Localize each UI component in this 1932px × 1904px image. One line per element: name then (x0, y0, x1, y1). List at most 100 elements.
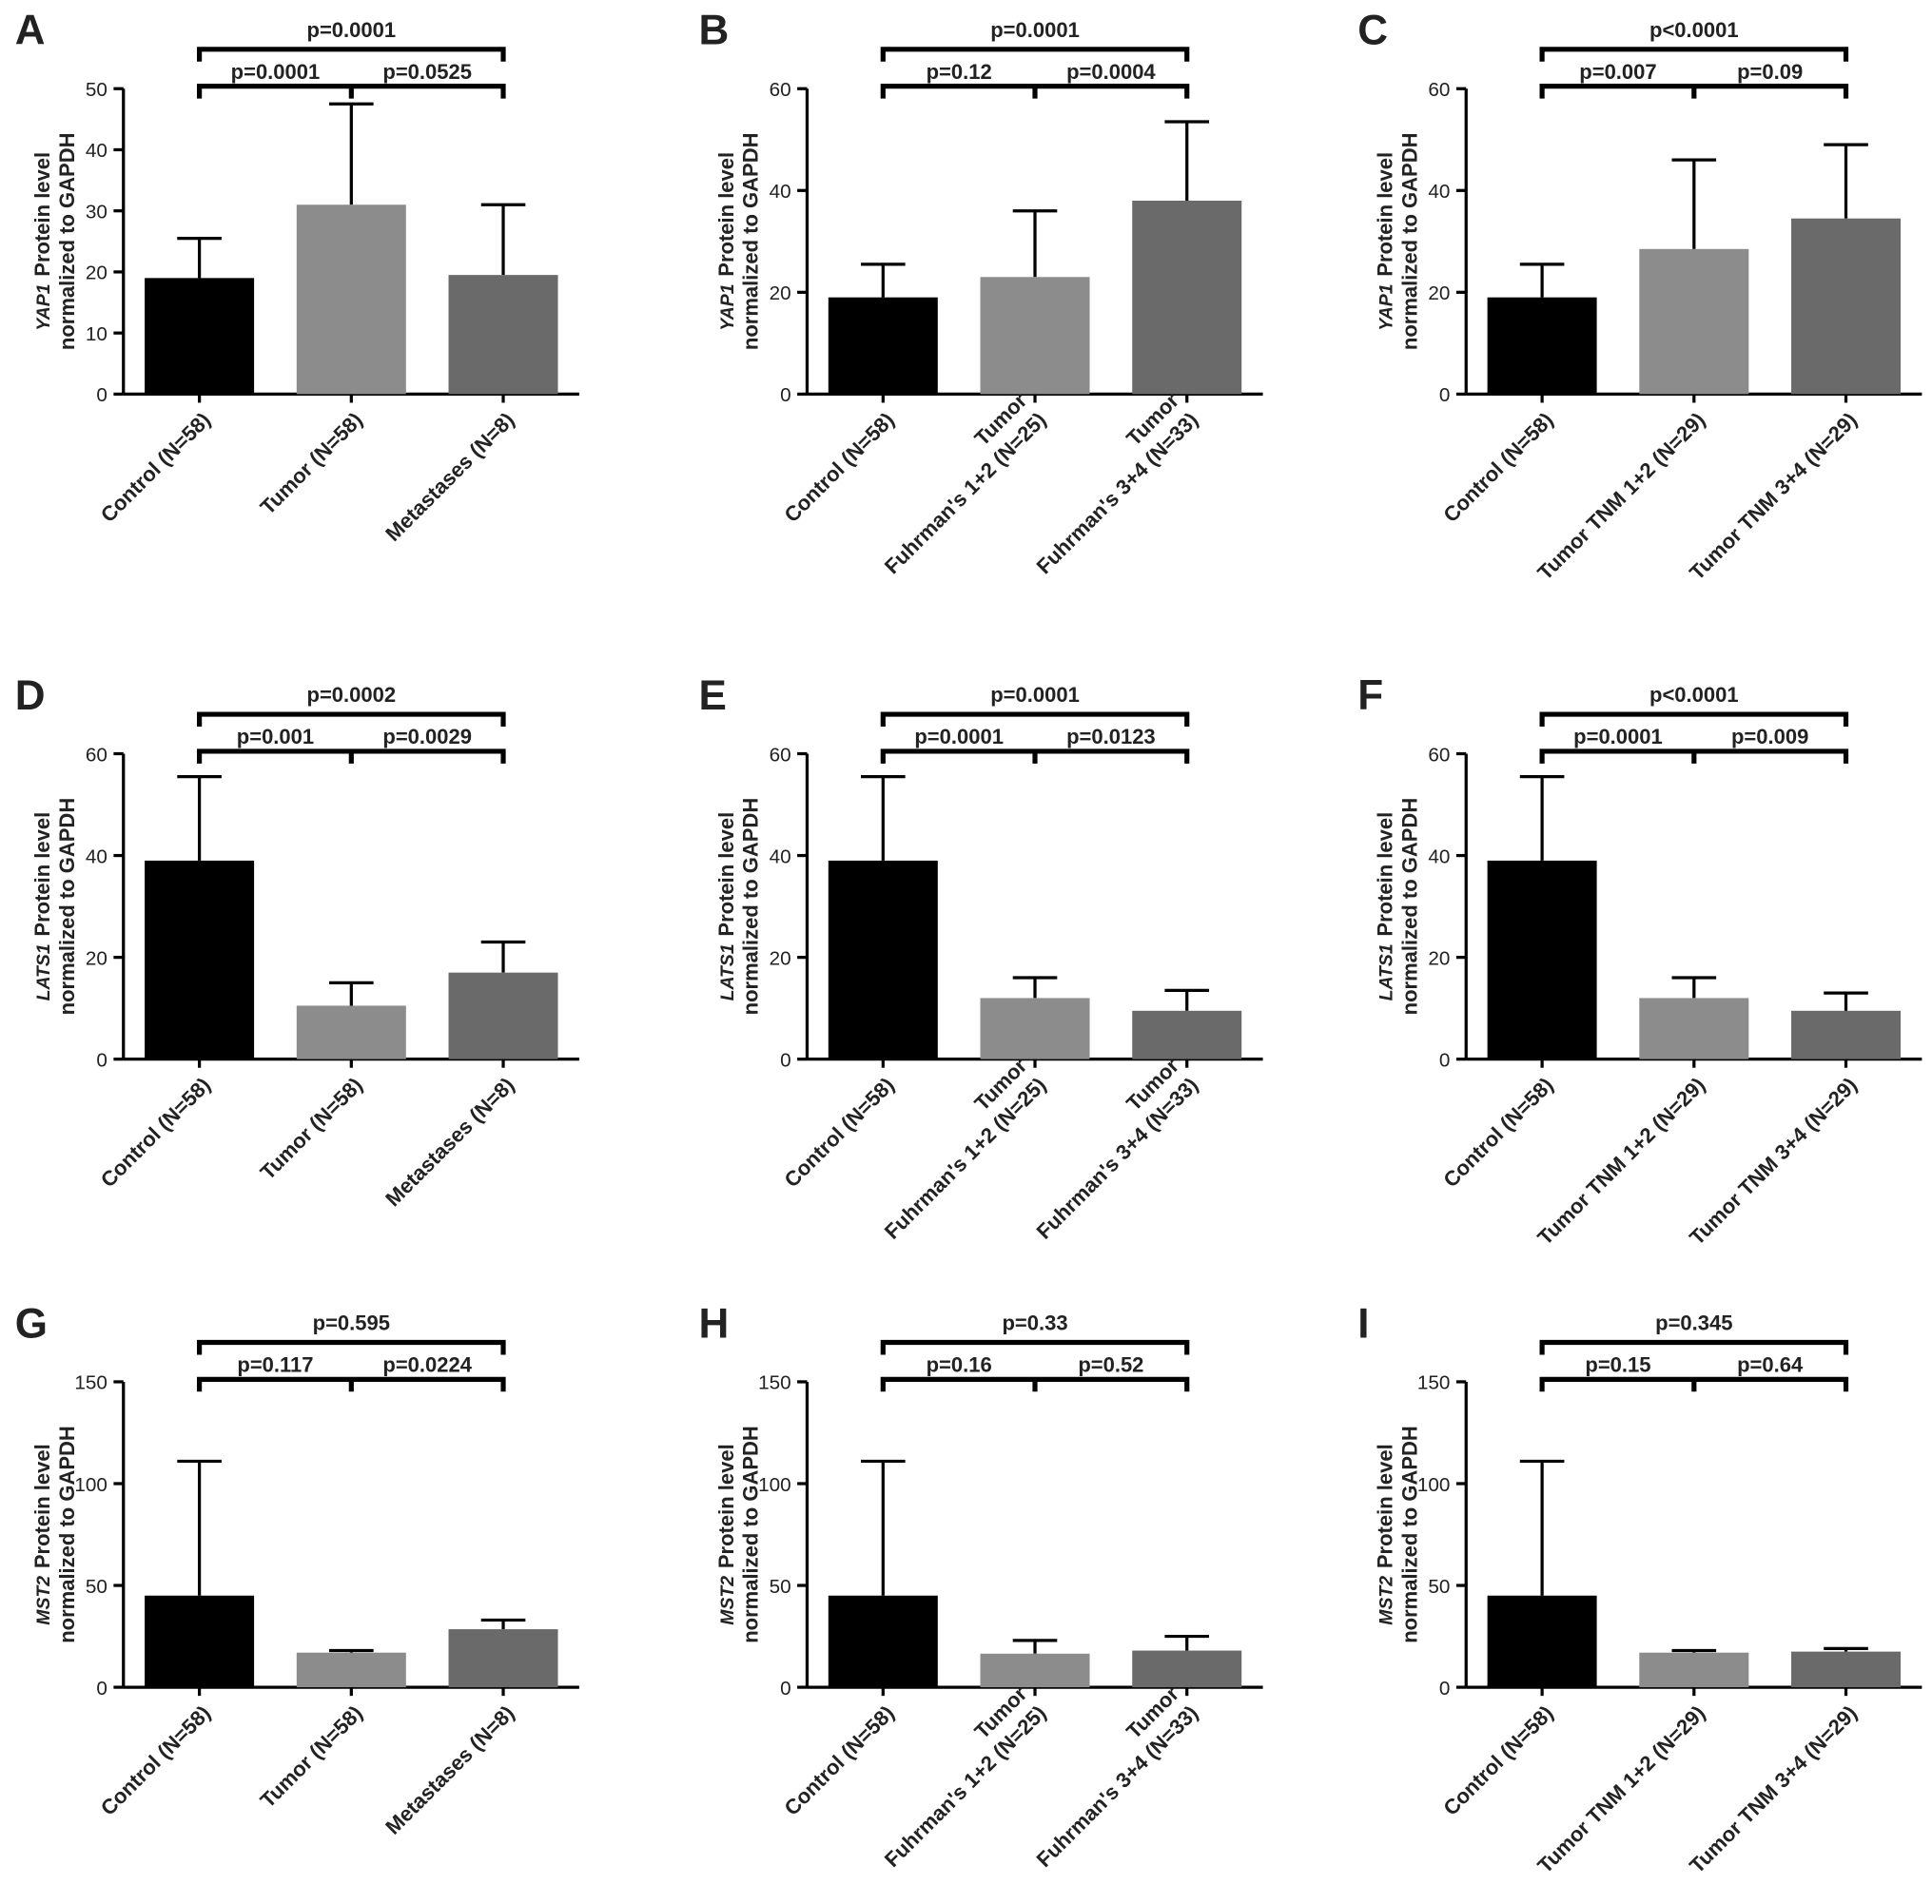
bar (448, 1629, 558, 1688)
y-axis-label: normalized to GAPDH (1397, 133, 1421, 351)
bar (296, 204, 406, 395)
x-tick-label-line: Control (N=58) (1438, 1700, 1557, 1819)
y-tick-label: 0 (96, 1049, 107, 1071)
panel: H MST2 Protein level normalized to GAPDH 0 50… (698, 1300, 1263, 1872)
p-value: p=0.0001 (307, 18, 397, 42)
error-bar (1824, 991, 1868, 1011)
bar (828, 1595, 938, 1688)
y-axis-label: MST2 Protein level (30, 1444, 54, 1624)
y-tick-label: 60 (770, 744, 791, 766)
bracket (197, 748, 506, 764)
error-bar (1012, 209, 1058, 278)
x-tick-label: Tumor (N=58) (256, 1700, 367, 1812)
x-tick-label: Tumor TNM 3+4 (N=29) (1685, 408, 1862, 585)
error-bar (860, 774, 906, 861)
error-bar (329, 981, 374, 1006)
y-tick-label: 60 (86, 744, 107, 766)
y-tick-label: 20 (86, 947, 107, 969)
p-value: p=0.12 (927, 60, 992, 84)
y-axis-label: normalized to GAPDH (739, 798, 763, 1016)
bracket (880, 748, 1190, 764)
p-value: p=0.009 (1731, 725, 1808, 748)
error-bar (480, 940, 526, 973)
gene-name: YAP1 (717, 283, 738, 330)
p-value: p=0.0224 (382, 1353, 472, 1377)
x-tick-label: Metastases (N=8) (381, 408, 518, 546)
error-bar (1164, 120, 1210, 201)
x-tick-label: Control (N=58) (780, 408, 899, 527)
gene-name: MST2 (33, 1576, 54, 1625)
p-value: p=0.0002 (307, 683, 397, 707)
bar (145, 860, 255, 1059)
bar (980, 998, 1090, 1059)
panel: A YAP1 Protein level normalized to GAPDH 0 10… (15, 8, 579, 546)
bar (296, 1652, 406, 1688)
y-tick-label: 40 (86, 845, 107, 867)
y-axis-label-text: Protein level (30, 152, 54, 277)
y-tick-label: 60 (1428, 79, 1450, 101)
p-value: p=0.0001 (990, 18, 1080, 42)
y-axis-label: normalized to GAPDH (55, 133, 79, 351)
x-tick-label: Tumor TNM 3+4 (N=29) (1685, 1700, 1862, 1877)
bar (1487, 860, 1597, 1059)
x-tick-label: Control (N=58) (780, 1700, 899, 1819)
panel: C YAP1 Protein level normalized to GAPDH 0 20… (1357, 8, 1922, 585)
p-value: p=0.64 (1737, 1353, 1804, 1377)
x-tick-label-line: Tumor (N=58) (256, 1700, 367, 1812)
y-axis-label: YAP1 Protein level (1374, 152, 1397, 331)
x-tick-label: Control (N=58) (96, 408, 215, 527)
bracket (880, 1339, 1190, 1355)
panel-letter: H (698, 1300, 729, 1347)
x-tick-label: Control (N=58) (96, 1073, 215, 1192)
p-value: p<0.0001 (1649, 18, 1739, 42)
bar (145, 1595, 255, 1688)
y-tick-label: 0 (780, 1678, 791, 1700)
x-tick-label-line: Fuhrman's 3+4 (N=33) (1032, 1073, 1203, 1244)
x-tick-label-line: Control (N=58) (780, 408, 899, 527)
p-value: p=0.33 (1002, 1311, 1067, 1335)
y-axis-label: MST2 Protein level (1374, 1444, 1397, 1624)
y-axis-label: LATS1 Protein level (30, 812, 54, 1001)
bracket (880, 1376, 1190, 1392)
y-axis-label-text: Protein level (30, 812, 54, 937)
panel: G MST2 Protein level normalized to GAPDH 0 50… (15, 1300, 579, 1839)
bar (1132, 1010, 1242, 1059)
x-tick-label-line: Control (N=58) (96, 1700, 215, 1819)
p-value: p<0.0001 (1649, 683, 1739, 707)
bar (1639, 1652, 1749, 1688)
y-axis-label: normalized to GAPDH (1397, 1426, 1421, 1643)
panel-letter: D (15, 672, 46, 719)
bar (1791, 1010, 1902, 1059)
error-bar (1671, 976, 1717, 999)
bracket (880, 711, 1190, 728)
bar (448, 275, 558, 395)
bar (145, 278, 255, 395)
x-tick-label: Control (N=58) (1438, 408, 1557, 527)
p-value: p=0.0525 (382, 60, 472, 84)
y-tick-label: 40 (770, 845, 791, 867)
y-axis-label: YAP1 Protein level (30, 152, 54, 331)
error-bar (1671, 1648, 1717, 1653)
error-bar (1164, 1634, 1210, 1651)
error-bar (1824, 143, 1868, 219)
p-value: p=0.595 (313, 1311, 390, 1335)
p-value: p=0.345 (1655, 1311, 1732, 1335)
bracket (1539, 748, 1849, 764)
panel-letter: B (698, 8, 729, 54)
p-value: p=0.0001 (990, 683, 1080, 707)
y-tick-label: 50 (86, 79, 107, 101)
gene-name: LATS1 (33, 943, 54, 1001)
y-tick-label: 0 (96, 1678, 107, 1700)
y-tick-label: 40 (1428, 181, 1450, 203)
p-value: p=0.0123 (1066, 725, 1156, 748)
x-tick-label-line: Fuhrman's 3+4 (N=33) (1032, 1700, 1203, 1872)
error-bar (860, 262, 906, 298)
p-value: p=0.15 (1585, 1353, 1650, 1377)
bar (1132, 1650, 1242, 1688)
gene-name: MST2 (1376, 1576, 1397, 1625)
y-tick-label: 100 (758, 1474, 791, 1496)
y-tick-label: 150 (1417, 1372, 1451, 1394)
error-bar (1164, 988, 1210, 1011)
y-axis-label: normalized to GAPDH (1397, 798, 1421, 1016)
x-tick-label: Tumor TNM 3+4 (N=29) (1685, 1073, 1862, 1250)
